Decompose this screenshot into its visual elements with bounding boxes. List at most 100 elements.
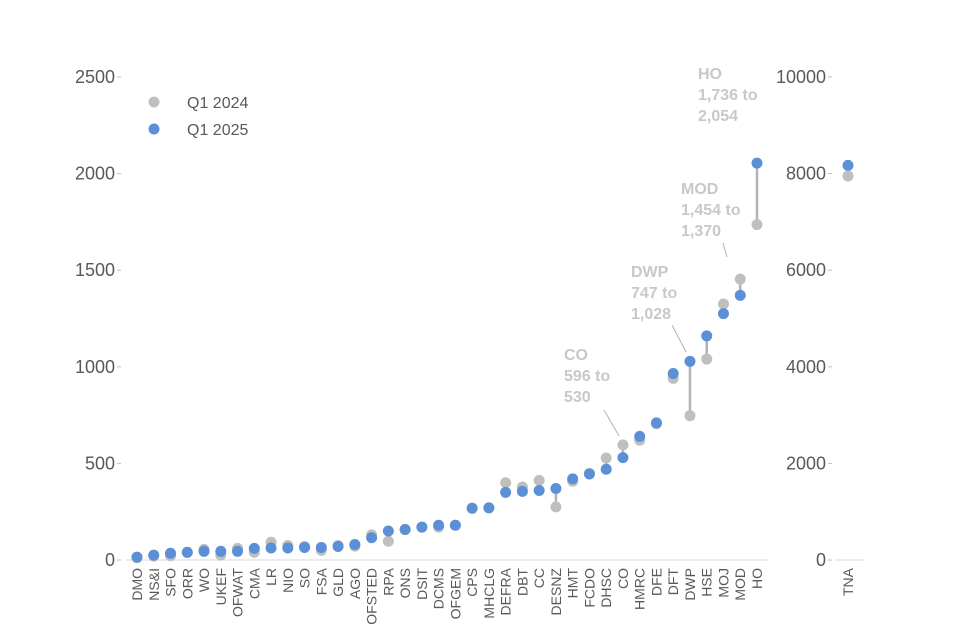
- point-q1-2024: [751, 219, 763, 231]
- point-q1-2024: [842, 170, 854, 182]
- point-q1-2025: [315, 541, 327, 553]
- x-tick-label: CC: [531, 568, 547, 588]
- point-q1-2025: [617, 452, 629, 464]
- x-tick-label: FCDO: [581, 568, 597, 608]
- legend-marker: [148, 96, 160, 108]
- annotation-label: DWP: [631, 264, 669, 281]
- x-tick-label: MOJ: [715, 568, 731, 598]
- annotation-label: CO: [564, 347, 588, 364]
- point-q1-2025: [500, 486, 512, 498]
- point-q1-2024: [382, 535, 394, 547]
- annotation-label: MOD: [681, 181, 718, 198]
- x-tick-label: HO: [749, 568, 765, 589]
- point-q1-2025: [282, 542, 294, 554]
- annotation-label: 2,054: [698, 108, 738, 125]
- x-tick-label: ONS: [397, 568, 413, 598]
- x-tick-label: OFGEM: [447, 568, 463, 619]
- point-q1-2025: [131, 551, 143, 563]
- point-q1-2025: [265, 542, 277, 554]
- x-tick-label: DEFRA: [498, 567, 514, 615]
- x-tick-label: CO: [615, 568, 631, 589]
- annotation-label: 1,454 to: [681, 202, 741, 219]
- point-q1-2025: [165, 547, 177, 559]
- point-q1-2025: [533, 484, 545, 496]
- right-axis-tick-label: 4000: [786, 357, 826, 377]
- x-tick-label: OFWAT: [230, 568, 246, 617]
- point-q1-2025: [399, 523, 411, 535]
- x-tick-label: DFE: [648, 568, 664, 596]
- point-q1-2025: [717, 308, 729, 320]
- x-tick-label: DBT: [514, 568, 530, 596]
- point-q1-2025: [583, 468, 595, 480]
- annotation-label: 1,736 to: [698, 87, 758, 104]
- point-q1-2025: [349, 539, 361, 551]
- point-q1-2025: [299, 541, 311, 553]
- right-axis-tick-label: 10000: [776, 67, 826, 87]
- left-axis-tick-label: 0: [105, 550, 115, 570]
- point-q1-2025: [751, 157, 763, 169]
- x-tick-label: DHSC: [598, 568, 614, 608]
- point-q1-2024: [533, 474, 545, 486]
- legend-marker: [148, 123, 160, 135]
- left-axis-tick-label: 1000: [75, 357, 115, 377]
- annotation-label: 1,370: [681, 223, 721, 240]
- point-q1-2024: [500, 477, 512, 489]
- point-q1-2024: [734, 273, 746, 285]
- x-tick-label: DMO: [129, 568, 145, 601]
- annotation-leader-line: [722, 242, 728, 258]
- point-q1-2025: [332, 540, 344, 552]
- x-tick-label: DWP: [682, 568, 698, 601]
- x-tick-label: UKEF: [213, 568, 229, 605]
- left-axis-tick-label: 2500: [75, 67, 115, 87]
- annotation-label: 747 to: [631, 285, 677, 302]
- x-tick-label: NS&I: [146, 568, 162, 601]
- x-tick-label: DSIT: [414, 568, 430, 600]
- right-axis-tick-label: 2000: [786, 453, 826, 473]
- point-q1-2025: [842, 159, 854, 171]
- x-tick-label: DFT: [665, 568, 681, 596]
- x-tick-label: HSE: [699, 568, 715, 597]
- point-q1-2024: [684, 410, 696, 422]
- point-q1-2025: [366, 532, 378, 544]
- point-q1-2024: [701, 353, 713, 365]
- right-axis-tick-label: 8000: [786, 164, 826, 184]
- annotation-label: 596 to: [564, 368, 610, 385]
- x-tick-label: DESNZ: [548, 568, 564, 616]
- point-q1-2025: [650, 417, 662, 429]
- x-tick-label: RPA: [380, 567, 396, 595]
- x-tick-label: SFO: [163, 568, 179, 597]
- left-axis-tick-label: 500: [85, 453, 115, 473]
- point-q1-2025: [449, 519, 461, 531]
- point-q1-2024: [617, 439, 629, 451]
- x-tick-label: OFSTED: [364, 568, 380, 625]
- x-tick-label: ORR: [179, 568, 195, 599]
- x-tick-label: FSA: [313, 567, 329, 595]
- right-axis-tick-label: 0: [816, 550, 826, 570]
- legend-label: Q1 2025: [187, 122, 248, 139]
- annotation-label: HO: [698, 66, 722, 83]
- x-tick-label: NIO: [280, 568, 296, 593]
- x-tick-label: CMA: [246, 567, 262, 599]
- x-tick-label: HMRC: [632, 568, 648, 610]
- x-tick-label: CPS: [464, 568, 480, 597]
- point-q1-2025: [701, 330, 713, 342]
- point-q1-2025: [550, 483, 562, 495]
- point-q1-2025: [232, 545, 244, 557]
- x-tick-label: WO: [196, 568, 212, 592]
- point-q1-2025: [466, 502, 478, 514]
- point-q1-2025: [483, 502, 495, 514]
- point-q1-2025: [684, 355, 696, 367]
- point-q1-2025: [734, 289, 746, 301]
- point-q1-2025: [567, 473, 579, 485]
- legend-label: Q1 2024: [187, 95, 248, 112]
- annotation-label: 1,028: [631, 306, 671, 323]
- x-tick-label: MHCLG: [481, 568, 497, 619]
- x-tick-label: SO: [297, 568, 313, 588]
- point-q1-2025: [600, 463, 612, 475]
- x-tick-label: HMT: [565, 568, 581, 599]
- x-tick-label: MOD: [732, 568, 748, 601]
- x-tick-label: AGO: [347, 568, 363, 599]
- point-q1-2025: [248, 542, 260, 554]
